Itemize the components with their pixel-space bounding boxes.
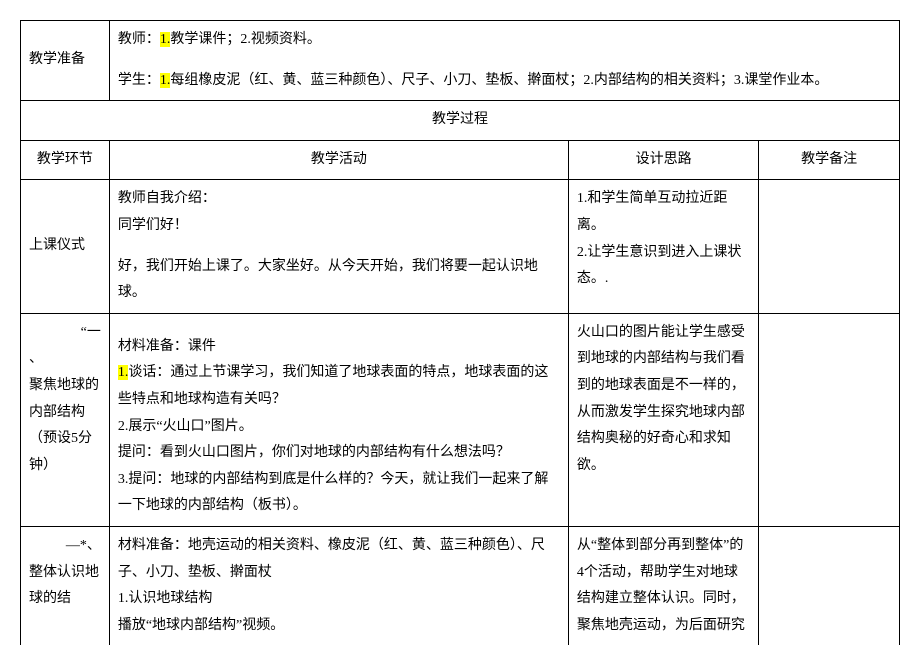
prep-student-line: 学生：1.每组橡皮泥（红、黄、蓝三种颜色）、尺子、小刀、垫板、擀面杖；2.内部结… [118, 68, 891, 95]
stage2-act-l2-num-highlight: 1. [118, 365, 129, 380]
stage1-act-l3: 好，我们开始上课了。大家坐好。从今天开始，我们将要一起认识地球。 [118, 254, 560, 307]
stage1-think-l1: 1.和学生简单互动拉近距离。 [577, 186, 750, 239]
head-notes-text: 教学备注 [801, 152, 857, 167]
stage2-act-l2: 1.谈话：通过上节课学习，我们知道了地球表面的特点，地球表面的这些特点和地球构造… [118, 360, 560, 413]
head-thinking: 设计思路 [568, 140, 758, 180]
head-thinking-text: 设计思路 [636, 152, 692, 167]
stage2-think: 火山口的图片能让学生感受到地球的内部结构与我们看到的地球表面是不一样的，从而激发… [577, 320, 750, 480]
stage2-act-spacer [118, 320, 560, 334]
lesson-plan-table: 教学准备 教师：1.教学课件；2.视频资料。 学生：1.每组橡皮泥（红、黄、蓝三… [20, 20, 900, 645]
stage2-notes-cell [759, 313, 900, 526]
head-notes: 教学备注 [759, 140, 900, 180]
stage3-act-l3: 播放“地球内部结构”视频。 [118, 613, 560, 640]
prep-student-tail: 每组橡皮泥（红、黄、蓝三种颜色）、尺子、小刀、垫板、擀面杖；2.内部结构的相关资… [170, 73, 828, 88]
stage2-act-l2-tail: 谈话：通过上节课学习，我们知道了地球表面的特点，地球表面的这些特点和地球构造有关… [118, 365, 549, 407]
stage2-act-l1: 材料准备：课件 [118, 334, 560, 361]
stage2-think-cell: 火山口的图片能让学生感受到地球的内部结构与我们看到的地球表面是不一样的，从而激发… [568, 313, 758, 526]
stage2-act-l5: 3.提问：地球的内部结构到底是什么样的？今天，就让我们一起来了解一下地球的内部结… [118, 467, 560, 520]
stage3-notes-cell [759, 526, 900, 645]
stage1-spacer [118, 240, 560, 254]
prep-student-prefix: 学生： [118, 73, 160, 88]
stage2-label-l2: 、 [29, 346, 101, 373]
prep-teacher-num-highlight: 1. [160, 32, 171, 47]
head-stage-text: 教学环节 [37, 152, 93, 167]
stage1-act-l2: 同学们好！ [118, 213, 560, 240]
prep-teacher-prefix: 教师： [118, 32, 160, 47]
stage3-label-cell: —*、 整体认识地球的结 [21, 526, 110, 645]
prep-label-cell: 教学准备 [21, 21, 110, 101]
stage2-label-cell: “一 、 聚焦地球的内部结构（预设5分钟） [21, 313, 110, 526]
stage3-label-l1: —*、 [29, 533, 101, 560]
stage1-think-cell: 1.和学生简单互动拉近距离。 2.让学生意识到进入上课状态。. [568, 180, 758, 313]
prep-spacer [118, 54, 891, 68]
stage1-act-l1: 教师自我介绍： [118, 186, 560, 213]
stage2-act-l4: 提问：看到火山口图片，你们对地球的内部结构有什么想法吗？ [118, 440, 560, 467]
stage2-activity-cell: 材料准备：课件 1.谈话：通过上节课学习，我们知道了地球表面的特点，地球表面的这… [109, 313, 568, 526]
stage1-think-l2: 2.让学生意识到进入上课状态。. [577, 240, 750, 293]
prep-row: 教学准备 教师：1.教学课件；2.视频资料。 学生：1.每组橡皮泥（红、黄、蓝三… [21, 21, 900, 101]
stage-row-1: 上课仪式 教师自我介绍： 同学们好！ 好，我们开始上课了。大家坐好。从今天开始，… [21, 180, 900, 313]
stage3-label-l2: 整体认识地球的结 [29, 560, 101, 613]
prep-teacher-line: 教师：1.教学课件；2.视频资料。 [118, 27, 891, 54]
prep-content-cell: 教师：1.教学课件；2.视频资料。 学生：1.每组橡皮泥（红、黄、蓝三种颜色）、… [109, 21, 899, 101]
process-header-text: 教学过程 [432, 112, 488, 127]
head-stage: 教学环节 [21, 140, 110, 180]
stage3-act-l2: 1.认识地球结构 [118, 586, 560, 613]
stage3-think-cell: 从“整体到部分再到整体”的4个活动，帮助学生对地球结构建立整体认识。同时，聚焦地… [568, 526, 758, 645]
stage2-act-l3: 2.展示“火山口”图片。 [118, 414, 560, 441]
stage-row-3: —*、 整体认识地球的结 材料准备：地壳运动的相关资料、橡皮泥（红、黄、蓝三种颜… [21, 526, 900, 645]
head-activity-text: 教学活动 [311, 152, 367, 167]
stage3-act-l1: 材料准备：地壳运动的相关资料、橡皮泥（红、黄、蓝三种颜色）、尺子、小刀、垫板、擀… [118, 533, 560, 586]
stage1-label-cell: 上课仪式 [21, 180, 110, 313]
stage1-notes-cell [759, 180, 900, 313]
stage3-activity-cell: 材料准备：地壳运动的相关资料、橡皮泥（红、黄、蓝三种颜色）、尺子、小刀、垫板、擀… [109, 526, 568, 645]
prep-student-num-highlight: 1. [160, 73, 171, 88]
stage-row-2: “一 、 聚焦地球的内部结构（预设5分钟） 材料准备：课件 1.谈话：通过上节课… [21, 313, 900, 526]
prep-label: 教学准备 [29, 52, 85, 67]
prep-teacher-tail: 教学课件；2.视频资料。 [170, 32, 321, 47]
process-header-row: 教学过程 [21, 101, 900, 141]
stage3-think: 从“整体到部分再到整体”的4个活动，帮助学生对地球结构建立整体认识。同时，聚焦地… [577, 533, 750, 639]
column-header-row: 教学环节 教学活动 设计思路 教学备注 [21, 140, 900, 180]
stage2-label-l1: “一 [29, 320, 101, 347]
head-activity: 教学活动 [109, 140, 568, 180]
stage2-label-l3: 聚焦地球的内部结构（预设5分钟） [29, 373, 101, 479]
stage1-activity-cell: 教师自我介绍： 同学们好！ 好，我们开始上课了。大家坐好。从今天开始，我们将要一… [109, 180, 568, 313]
process-header-cell: 教学过程 [21, 101, 900, 141]
stage1-label: 上课仪式 [29, 238, 85, 253]
